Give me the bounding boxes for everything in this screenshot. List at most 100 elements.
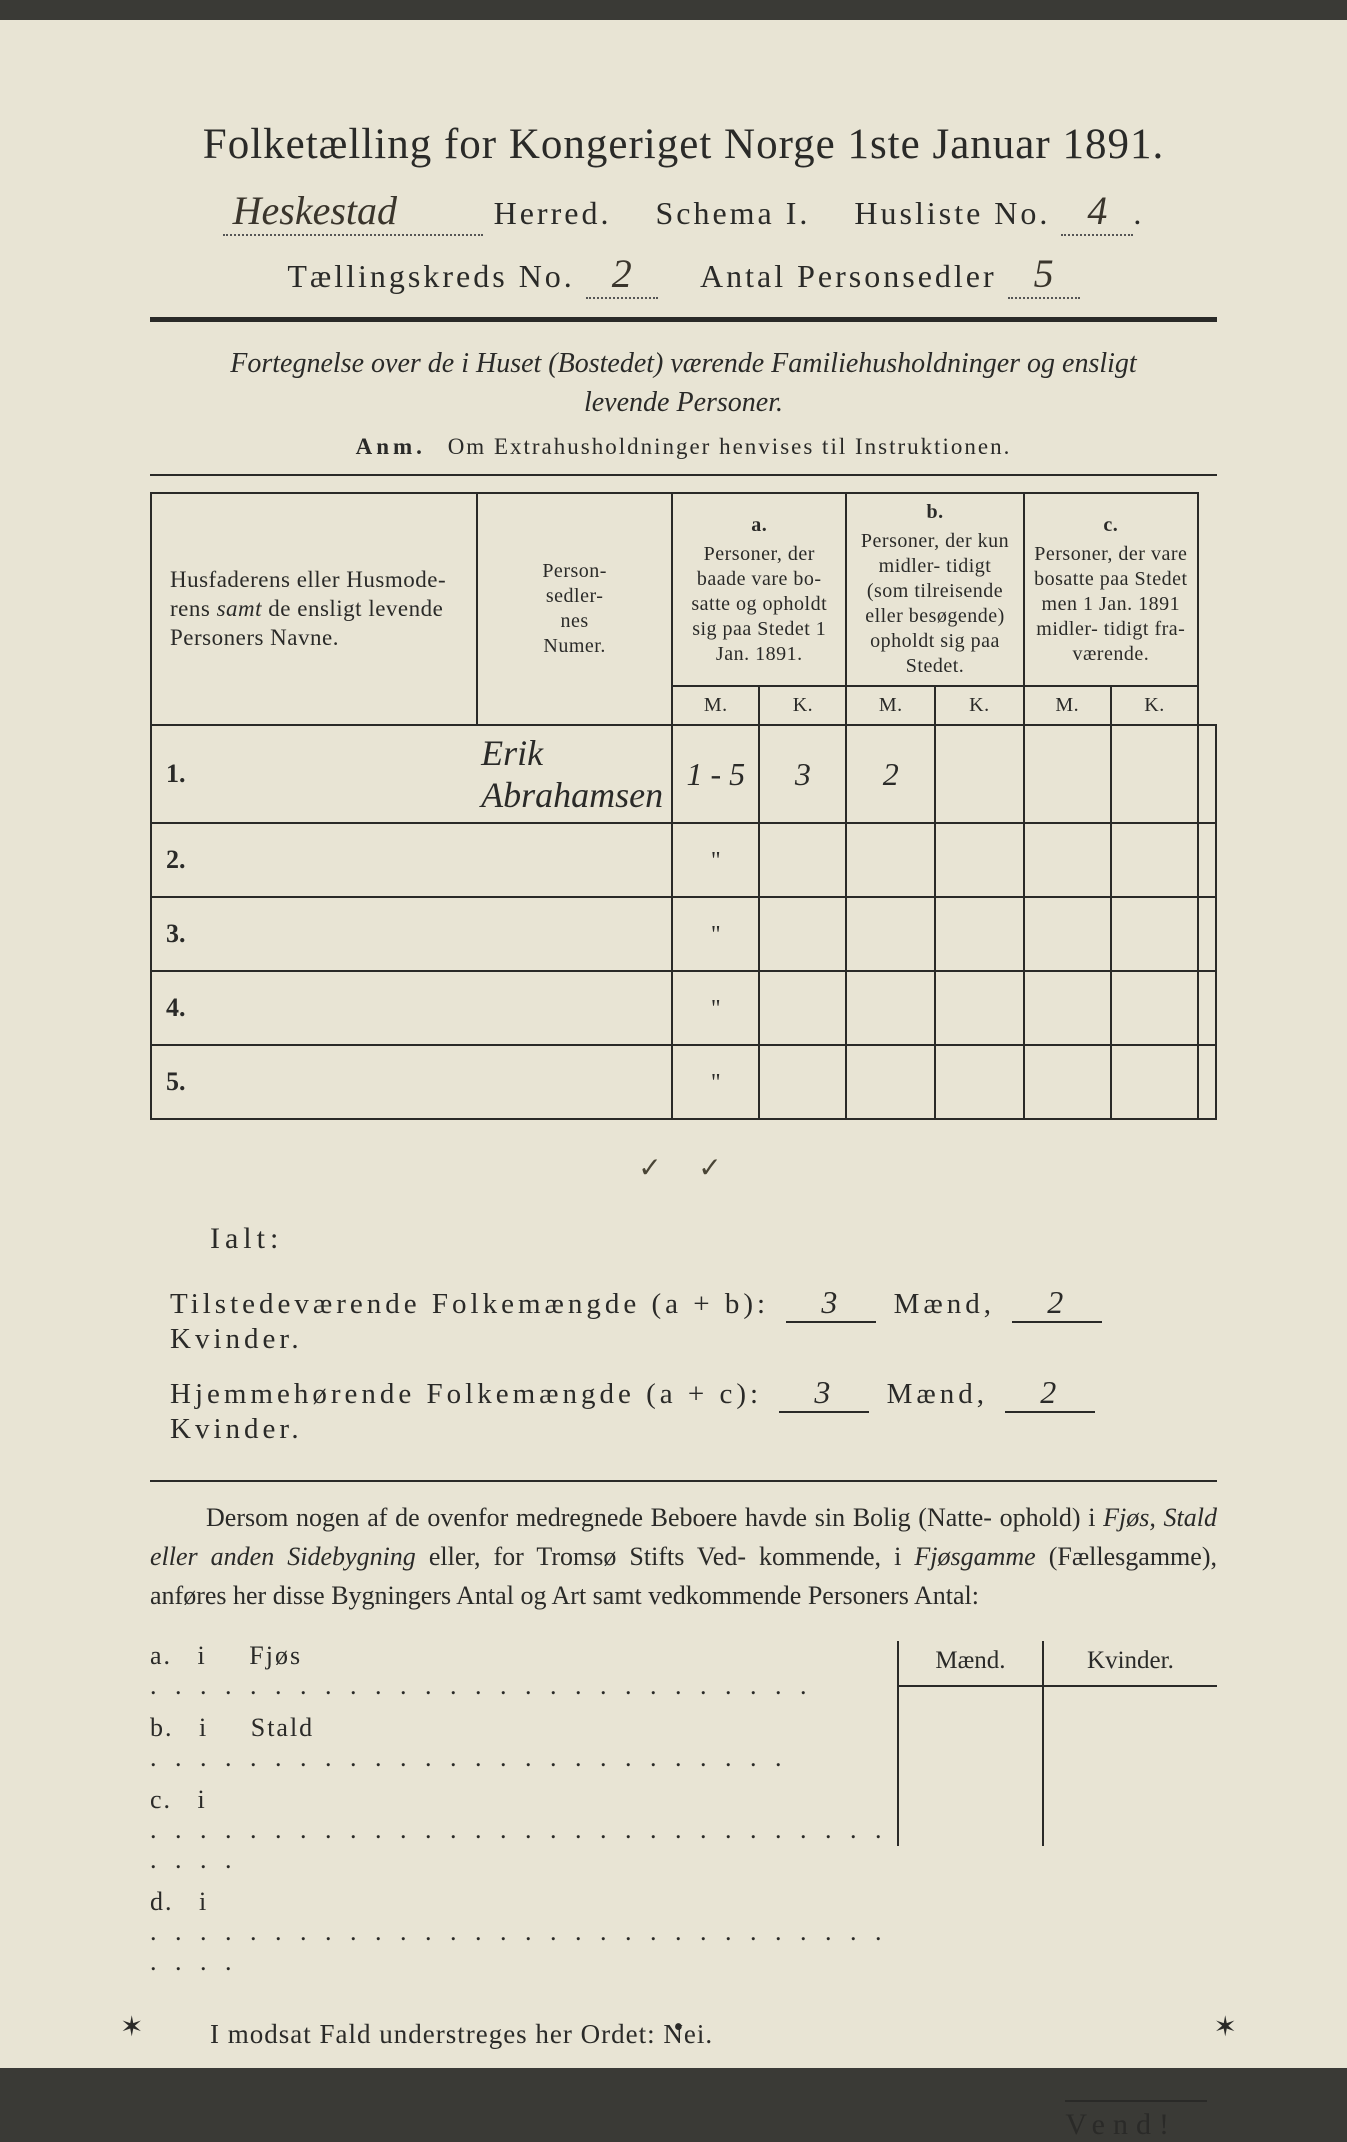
tot2-m: 3: [814, 1374, 834, 1410]
table-row: 4.": [151, 971, 1216, 1045]
antal-label: Antal Personsedler: [700, 258, 997, 294]
row-b-m: [935, 971, 1024, 1045]
subhead-l1: Fortegnelse over de i Huset (Bostedet) v…: [230, 348, 1136, 379]
ialt-label: Ialt:: [210, 1222, 1217, 1256]
bldg-key: d.: [150, 1887, 174, 1916]
row-c-k: [1198, 1045, 1216, 1119]
p-t2: ophold) i: [1000, 1503, 1104, 1532]
header-line-3: Tællingskreds No. 2 Antal Personsedler 5: [150, 250, 1217, 299]
p-t3: eller, for Tromsø Stifts Ved-: [416, 1542, 746, 1571]
c-m: M.: [1024, 686, 1111, 725]
col-names-l3: Personers Navne.: [170, 625, 339, 650]
row-c-m: [1111, 971, 1198, 1045]
row-name: [477, 1045, 672, 1119]
row-personsedler: ": [672, 897, 759, 971]
row-personsedler: ": [672, 1045, 759, 1119]
col-b-header: b. Personer, der kun midler- tidigt (som…: [846, 493, 1023, 686]
row-personsedler: ": [672, 823, 759, 897]
table-row: 2.": [151, 823, 1216, 897]
cn1: Person-: [542, 560, 607, 582]
row-a-k: [846, 971, 935, 1045]
anm-text: Om Extrahusholdninger henvises til Instr…: [448, 434, 1012, 459]
kreds-label: Tællingskreds No.: [287, 258, 574, 294]
bldg-kvinder-header: Kvinder.: [1043, 1641, 1217, 1686]
row-b-m: [935, 823, 1024, 897]
a-m: M.: [672, 686, 759, 725]
b-k: K.: [935, 686, 1024, 725]
row-name: Erik Abrahamsen: [477, 725, 672, 823]
row-a-m: [759, 823, 846, 897]
rule-3: [150, 1480, 1217, 1482]
anm-line: Anm. Om Extrahusholdninger henvises til …: [150, 434, 1217, 460]
building-rows: a. i Fjøs . . . . . . . . . . . . . . . …: [150, 1641, 897, 1989]
bldg-label: Stald: [251, 1713, 314, 1742]
tot1-label: Tilstedeværende Folkemængde (a + b):: [170, 1288, 769, 1320]
col-names-header: Husfaderens eller Husmode- rens samt de …: [151, 493, 477, 725]
building-mk-columns: Mænd. Kvinder.: [897, 1641, 1217, 1846]
corner-mark-bm: •: [674, 2012, 684, 2044]
checkmark-row-table: ✓ ✓: [150, 1130, 1217, 1204]
bldg-i: i: [198, 1641, 207, 1670]
corner-mark-bl: ✶: [120, 2010, 143, 2044]
row-c-k: [1198, 971, 1216, 1045]
building-table: a. i Fjøs . . . . . . . . . . . . . . . …: [150, 1641, 1217, 1989]
row-c-m: [1111, 725, 1198, 823]
husliste-no-field: 4: [1061, 187, 1133, 236]
row-personsedler: 1 - 5: [672, 725, 759, 823]
nei-line: I modsat Fald understreges her Ordet: Ne…: [210, 2019, 1217, 2050]
row-name: [477, 897, 672, 971]
vend-label: Vend!: [1065, 2100, 1207, 2142]
cn3: nes: [561, 610, 589, 632]
b-label: b.: [855, 500, 1014, 525]
row-name: [477, 823, 672, 897]
row-c-k: [1198, 725, 1216, 823]
p-t6: og Art samt vedkommende Personers Antal:: [520, 1581, 979, 1610]
row-b-m: [935, 897, 1024, 971]
table-row: 3.": [151, 897, 1216, 971]
cn4: Numer.: [543, 635, 605, 657]
col-names-l2: rens samt de ensligt levende: [170, 596, 443, 621]
tot1-k-label: Kvinder.: [170, 1323, 303, 1355]
row-a-m: 3: [759, 725, 846, 823]
husliste-label: Husliste No.: [854, 195, 1050, 231]
rule-2: [150, 474, 1217, 476]
a-k: K.: [759, 686, 846, 725]
row-number: 1.: [151, 725, 477, 823]
building-row: c. i . . . . . . . . . . . . . . . . . .…: [150, 1785, 897, 1875]
row-b-k: [1024, 897, 1111, 971]
bldg-key: a.: [150, 1641, 172, 1670]
p-t1: Dersom nogen af de ovenfor medregnede Be…: [206, 1503, 992, 1532]
row-b-k: [1024, 823, 1111, 897]
row-c-m: [1111, 897, 1198, 971]
row-b-k: [1024, 725, 1111, 823]
total-line-1: Tilstedeværende Folkemængde (a + b): 3 M…: [170, 1284, 1217, 1356]
bldg-dots: . . . . . . . . . . . . . . . . . . . . …: [150, 1917, 897, 1977]
table-row: 1.Erik Abrahamsen1 - 532: [151, 725, 1216, 823]
herred-field: Heskestad: [223, 187, 483, 236]
col-names-l1: Husfaderens eller Husmode-: [170, 567, 446, 592]
subheading: Fortegnelse over de i Huset (Bostedet) v…: [150, 344, 1217, 422]
anm-label: Anm.: [356, 434, 426, 459]
row-a-m: [759, 1045, 846, 1119]
rule-1: [150, 317, 1217, 322]
kreds-no-field: 2: [586, 250, 658, 299]
c-text: Personer, der vare bosatte paa Stedet me…: [1034, 543, 1187, 665]
bldg-i: i: [198, 1785, 207, 1814]
row-personsedler: ": [672, 971, 759, 1045]
tot1-m: 3: [821, 1284, 841, 1320]
building-row: b. i Stald . . . . . . . . . . . . . . .…: [150, 1713, 897, 1773]
bldg-dots: . . . . . . . . . . . . . . . . . . . . …: [150, 1671, 813, 1701]
bldg-key: c.: [150, 1785, 172, 1814]
row-b-k: [1024, 1045, 1111, 1119]
main-title: Folketælling for Kongeriget Norge 1ste J…: [150, 120, 1217, 169]
kreds-no: 2: [592, 250, 652, 297]
a-text: Personer, der baade vare bo- satte og op…: [691, 543, 827, 665]
total-line-2: Hjemmehørende Folkemængde (a + c): 3 Mæn…: [170, 1374, 1217, 1446]
col-a-header: a. Personer, der baade vare bo- satte og…: [672, 493, 846, 686]
tot1-k: 2: [1047, 1284, 1067, 1320]
tot2-k: 2: [1040, 1374, 1060, 1410]
antal-value: 5: [1014, 250, 1074, 297]
cn2: sedler-: [546, 585, 604, 607]
row-c-k: [1198, 823, 1216, 897]
b-text: Personer, der kun midler- tidigt (som ti…: [861, 530, 1009, 677]
